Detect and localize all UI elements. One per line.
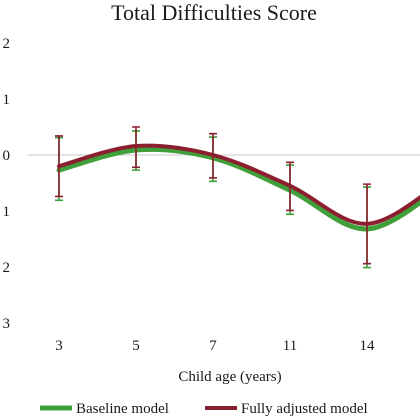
plot-area [55,126,420,269]
y-tick-label: 1 [3,92,11,108]
y-tick-label: 2 [3,36,11,52]
x-axis-label: Child age (years) [178,369,281,385]
y-tick-label: 2 [3,260,11,276]
x-axis-ticks: 3 5 7 11 14 [55,338,375,354]
chart-title: Total Difficulties Score [111,0,317,25]
legend-label-baseline: Baseline model [76,401,169,417]
x-tick-label: 3 [55,338,63,354]
y-axis-ticks: 2 1 0 1 2 3 [3,36,11,332]
x-tick-label: 7 [209,338,217,354]
legend-label-adjusted: Fully adjusted model [241,401,368,417]
error-bar-adjusted-age-11 [286,161,294,212]
error-bar-adjusted-age-7 [209,132,217,179]
series-adjusted [55,126,420,265]
legend: Baseline model Fully adjusted model [40,401,368,417]
y-tick-label: 1 [3,204,11,220]
y-tick-label: 0 [3,148,11,164]
x-tick-label: 14 [360,338,376,354]
error-bar-adjusted-age-3 [55,135,63,198]
x-tick-label: 11 [283,338,297,354]
x-tick-label: 5 [132,338,140,354]
error-bar-adjusted-age-5 [132,126,140,169]
error-bar-adjusted-age-14 [363,183,371,265]
series-line-adjusted [57,143,420,226]
y-tick-label: 3 [3,316,11,332]
series-line-baseline [56,146,420,232]
